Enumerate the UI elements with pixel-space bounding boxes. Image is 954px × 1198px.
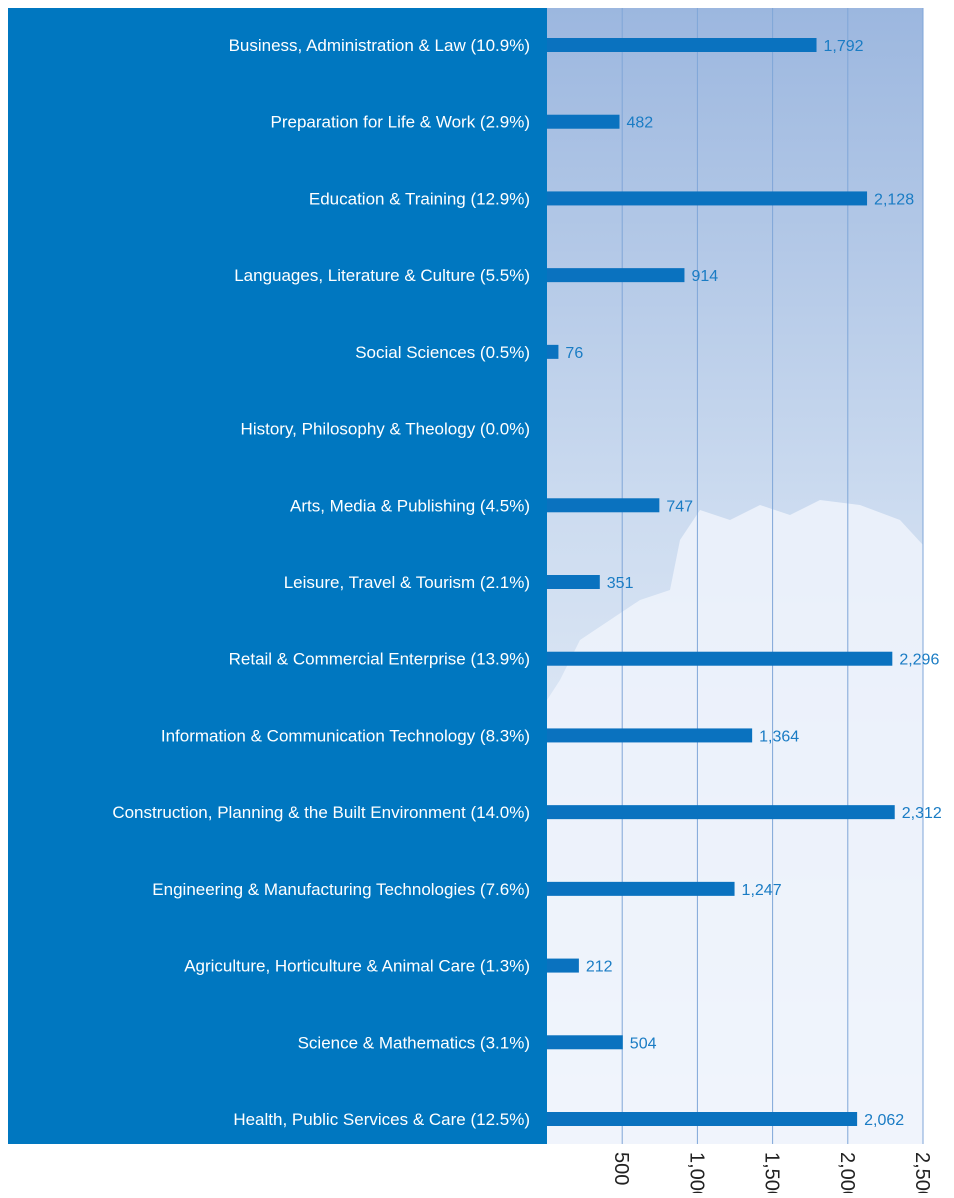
value-label: 2,296 <box>899 652 939 669</box>
y-tick-label: Retail & Commercial Enterprise (13.9%) <box>229 650 530 669</box>
value-label: 1,364 <box>759 728 799 745</box>
bar <box>547 1112 858 1126</box>
y-tick-label: Education & Training (12.9%) <box>309 189 530 208</box>
x-tick-label: 1,500 <box>761 1152 783 1193</box>
y-tick-label: Science & Mathematics (3.1%) <box>298 1033 530 1052</box>
x-tick-label: 1,000 <box>685 1152 707 1193</box>
bar <box>547 1035 623 1050</box>
bar <box>547 575 600 589</box>
y-tick-label: Information & Communication Technology (… <box>161 726 530 745</box>
y-tick-label: Health, Public Services & Care (12.5%) <box>233 1110 530 1129</box>
value-label: 76 <box>565 345 583 362</box>
value-label: 747 <box>666 498 693 515</box>
bar <box>547 805 895 820</box>
y-tick-label: Languages, Literature & Culture (5.5%) <box>234 266 530 285</box>
y-tick-label: Construction, Planning & the Built Envir… <box>112 803 530 822</box>
value-label: 2,128 <box>874 191 914 208</box>
value-label: 2,062 <box>864 1112 904 1129</box>
bar <box>547 958 579 973</box>
value-label: 482 <box>626 115 653 132</box>
bar <box>547 651 893 666</box>
x-tick-label: 500 <box>610 1152 632 1185</box>
value-label: 212 <box>586 959 613 976</box>
bar <box>547 728 753 743</box>
x-tick-label: 2,500 <box>911 1152 933 1193</box>
y-tick-label: Social Sciences (0.5%) <box>355 343 530 362</box>
value-label: 504 <box>630 1035 657 1052</box>
bar <box>547 498 660 513</box>
bar <box>547 38 817 52</box>
y-tick-label: Preparation for Life & Work (2.9%) <box>270 113 530 132</box>
label-panel <box>8 8 547 1144</box>
bar <box>547 881 735 896</box>
bar <box>547 268 685 283</box>
value-label: 2,312 <box>902 805 942 822</box>
bar <box>547 344 559 359</box>
value-label: 351 <box>607 575 634 592</box>
value-label: 914 <box>691 268 718 285</box>
y-tick-label: Business, Administration & Law (10.9%) <box>229 36 530 55</box>
y-tick-label: Leisure, Travel & Tourism (2.1%) <box>284 573 530 592</box>
bar <box>547 191 868 206</box>
y-tick-label: Arts, Media & Publishing (4.5%) <box>290 496 530 515</box>
value-label: 1,792 <box>824 38 864 55</box>
value-label: 1,247 <box>742 882 782 899</box>
bar <box>547 114 620 129</box>
x-tick-label: 2,000 <box>836 1152 858 1193</box>
y-tick-label: History, Philosophy & Theology (0.0%) <box>241 420 530 439</box>
y-tick-label: Agriculture, Horticulture & Animal Care … <box>184 957 530 976</box>
y-tick-label: Engineering & Manufacturing Technologies… <box>152 880 530 899</box>
